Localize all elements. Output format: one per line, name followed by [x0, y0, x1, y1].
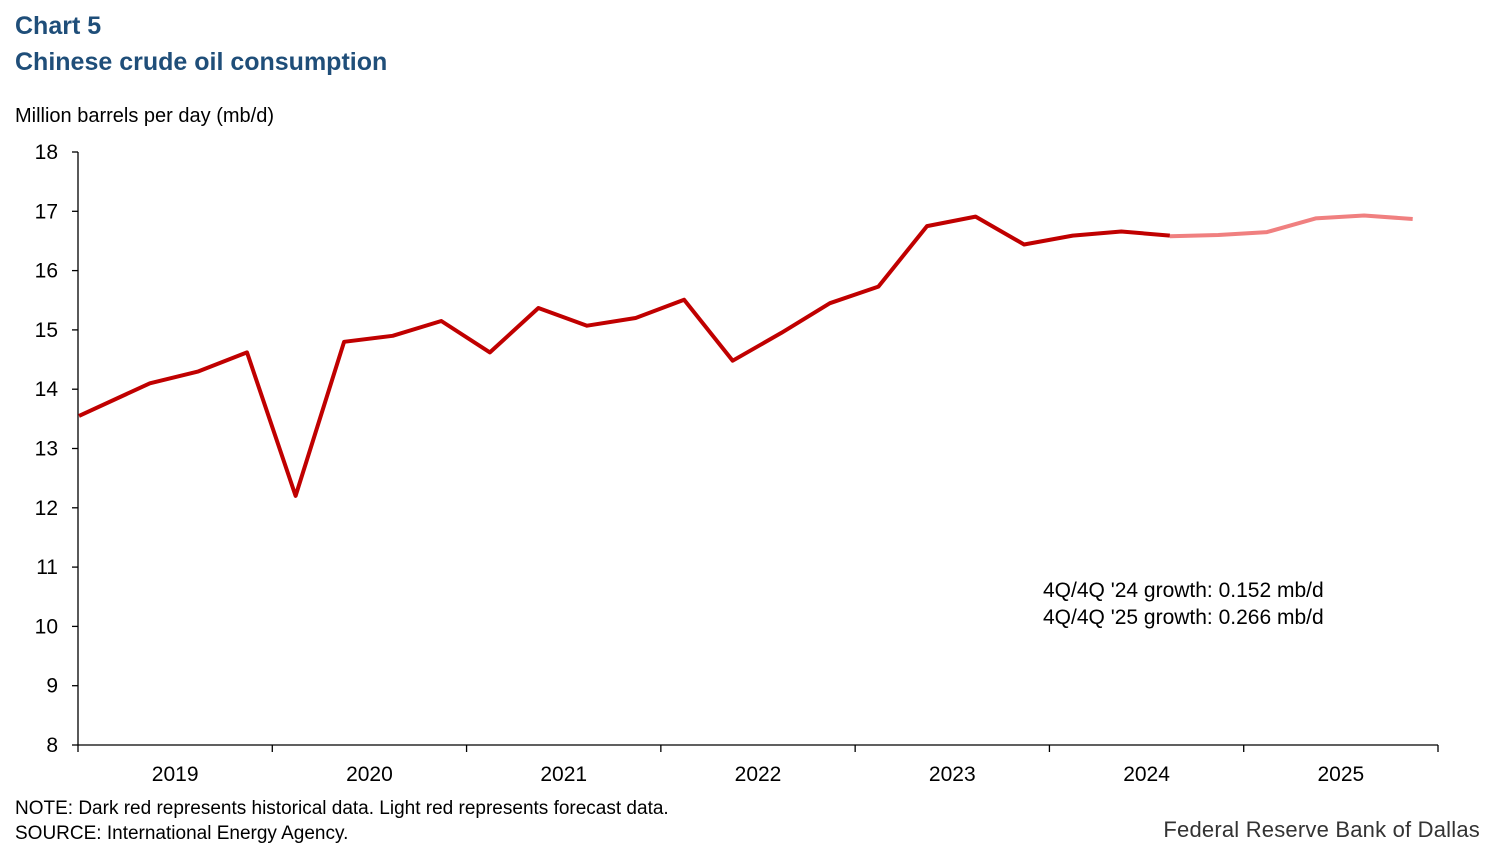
source-text: SOURCE: International Energy Agency. — [15, 823, 349, 844]
axes: 8 9 10 11 12 13 14 15 16 17 18 2019 2020 2021 2022 2023… — [35, 141, 1439, 786]
series-line-historical — [78, 214, 1171, 498]
y-tick-label: 18 — [35, 141, 58, 164]
y-tick-label: 13 — [35, 438, 58, 461]
chart-title: Chinese crude oil consumption — [15, 48, 388, 76]
y-tick-label: 17 — [35, 200, 58, 223]
y-axis-label: Million barrels per day (mb/d) — [15, 105, 274, 127]
chart-number: Chart 5 — [15, 12, 102, 40]
y-tick-label: 8 — [46, 734, 58, 757]
x-tick-label: 2019 — [152, 763, 199, 786]
y-tick-label: 16 — [35, 260, 58, 283]
y-tick-label: 11 — [36, 556, 58, 579]
y-tick-label: 10 — [35, 615, 58, 638]
x-tick-label: 2021 — [540, 763, 587, 786]
series-lines — [78, 213, 1413, 498]
y-tick-label: 15 — [35, 319, 58, 342]
x-tick-label: 2024 — [1123, 763, 1170, 786]
series-line-forecast — [1169, 213, 1413, 239]
growth-annotation-2025: 4Q/4Q '25 growth: 0.266 mb/d — [1043, 606, 1324, 629]
x-tick-label: 2025 — [1317, 763, 1364, 786]
note-text: NOTE: Dark red represents historical dat… — [15, 798, 669, 819]
brand-text: Federal Reserve Bank of Dallas — [1163, 817, 1480, 842]
x-tick-label: 2022 — [735, 763, 782, 786]
x-tick-label: 2020 — [346, 763, 393, 786]
y-tick-label: 9 — [46, 675, 58, 698]
growth-annotation-2024: 4Q/4Q '24 growth: 0.152 mb/d — [1043, 579, 1324, 602]
y-tick-label: 12 — [35, 497, 58, 520]
x-tick-label: 2023 — [929, 763, 976, 786]
y-tick-label: 14 — [35, 378, 59, 401]
